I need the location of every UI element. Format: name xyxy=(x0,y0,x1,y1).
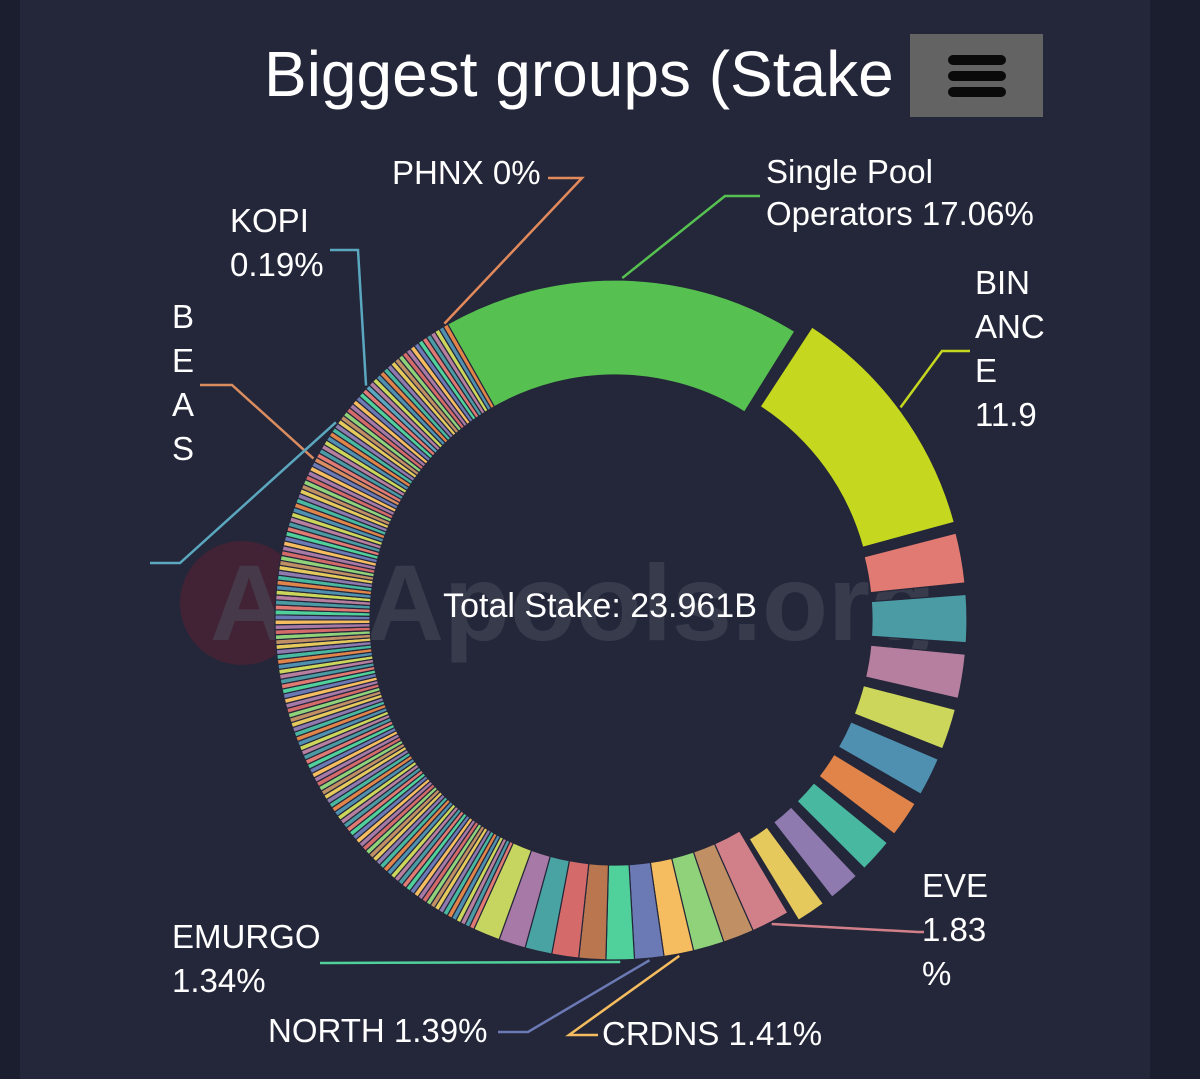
slice-medium-6[interactable] xyxy=(818,753,916,835)
watermark-logo-circle xyxy=(180,541,304,665)
slice-medium-2[interactable] xyxy=(870,593,968,644)
label-single-pool-line-2: Operators 17.06% xyxy=(766,195,1034,232)
total-stake-label: Total Stake: 23.961B xyxy=(443,587,757,625)
leader-beas xyxy=(200,383,315,460)
slice-medium-3[interactable] xyxy=(864,644,966,700)
label-kopi-line-2: 0.19% xyxy=(230,246,324,283)
menu-icon-bar-middle xyxy=(948,71,1006,81)
label-beas-line-2: E xyxy=(172,342,194,379)
slice-medium-9[interactable] xyxy=(748,826,825,922)
label-binance-line-4: 11.9 xyxy=(975,396,1037,433)
slice-medium-8[interactable] xyxy=(772,806,858,898)
label-binance-line-1: BIN xyxy=(975,264,1030,301)
leader-tail-blue xyxy=(150,421,337,565)
label-emurgo-line-1: EMURGO xyxy=(172,918,321,955)
slice-medium-4[interactable] xyxy=(853,684,957,750)
slice-tail-150[interactable] xyxy=(442,323,496,410)
leader-emurgo xyxy=(320,960,621,965)
label-single-pool-line-1: Single Pool xyxy=(766,153,933,190)
label-eve-line-3: % xyxy=(922,955,951,992)
label-eve-line-2: 1.83 xyxy=(922,911,986,948)
label-beas-line-4: S xyxy=(172,430,194,467)
leader-crdns xyxy=(565,954,681,1037)
slice-single-pool-operators[interactable] xyxy=(446,279,796,413)
slice-tail-78[interactable] xyxy=(274,619,371,626)
leader-phnx xyxy=(443,176,585,325)
slice-medium-1[interactable] xyxy=(863,532,966,594)
label-kopi-line-1: KOPI xyxy=(230,202,309,239)
label-binance-line-2: ANC xyxy=(975,308,1045,345)
hamburger-menu-button[interactable] xyxy=(910,34,1043,117)
leader-eve xyxy=(771,922,924,934)
slice-binance[interactable] xyxy=(759,326,956,549)
menu-icon-bar-bottom xyxy=(948,87,1006,97)
slice-medium-7[interactable] xyxy=(796,781,889,870)
slice-group xyxy=(274,279,968,961)
leader-line-group xyxy=(150,176,970,1037)
label-beas-line-3: A xyxy=(172,386,194,423)
label-north-line-1: NORTH 1.39% xyxy=(268,1012,487,1049)
label-eve-line-1: EVE xyxy=(922,867,988,904)
slice-medium-5[interactable] xyxy=(837,721,940,796)
slice-emurgo[interactable] xyxy=(605,863,636,961)
label-beas-line-1: B xyxy=(172,298,194,335)
leader-north xyxy=(498,959,651,1034)
label-crdns-line-1: CRDNS 1.41% xyxy=(602,1015,822,1052)
leader-binance xyxy=(899,349,970,409)
leader-single-pool xyxy=(621,194,760,280)
leader-kopi xyxy=(330,248,368,386)
menu-icon-bar-top xyxy=(948,55,1006,65)
label-emurgo-line-2: 1.34% xyxy=(172,962,266,999)
slice-label-group: Single Pool Operators 17.06% BIN ANC E 11.9 EV… xyxy=(172,153,1045,1052)
chart-title: Biggest groups (Stake xyxy=(264,38,894,110)
label-phnx-line-1: PHNX 0% xyxy=(392,154,541,191)
label-binance-line-3: E xyxy=(975,352,997,389)
